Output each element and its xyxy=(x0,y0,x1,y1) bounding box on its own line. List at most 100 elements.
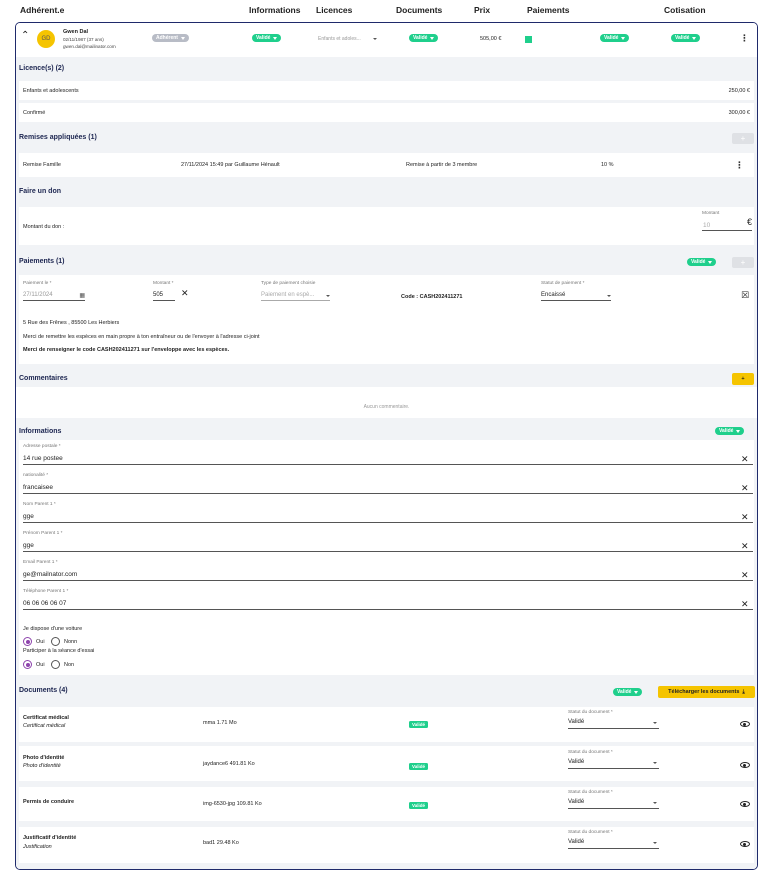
chevron-up-icon[interactable]: ⌃ xyxy=(21,30,30,41)
licence-name: Confirmé xyxy=(23,110,46,116)
payment-card: Paiement le * 27/11/2024 ▦ Montant * 505… xyxy=(19,275,754,364)
document-status-select[interactable]: Validé xyxy=(568,837,659,849)
documents-title: Documents (4) xyxy=(19,687,68,694)
field-value: ge@mailnator.com xyxy=(23,571,78,578)
donation-row: Montant du don : Montant 10 € xyxy=(19,207,754,245)
member-row[interactable]: ⌃ GD Gwen Dal 02/11/1987 (37 ans) gwen.d… xyxy=(16,23,757,57)
download-label: Télécharger les documents xyxy=(668,689,740,695)
parent-firstname-input[interactable]: gge xyxy=(23,539,753,552)
payment-amount-input[interactable]: 505 xyxy=(153,289,175,301)
payment-date-value: 27/11/2024 xyxy=(23,292,53,298)
documents-status-label: Validé xyxy=(617,689,632,695)
chevron-down-icon xyxy=(607,295,611,297)
field-label: Email Parent 1 * xyxy=(23,560,58,565)
licences-select[interactable]: Enfants et adoles... xyxy=(318,36,361,42)
nationality-input[interactable]: francaisee xyxy=(23,481,753,494)
document-badge: Validé xyxy=(409,721,429,728)
col-fee: Cotisation xyxy=(664,5,706,15)
donation-amount-input[interactable]: 10 € xyxy=(702,217,752,231)
member-card: ⌃ GD Gwen Dal 02/11/1987 (37 ans) gwen.d… xyxy=(15,22,758,870)
document-status-select[interactable]: Validé xyxy=(568,757,659,769)
document-file[interactable]: img-6530-jpg 109.81 Ko xyxy=(203,801,262,807)
document-name: Justificatif d'identité xyxy=(23,835,77,841)
address-input[interactable]: 14 rue postee xyxy=(23,452,753,465)
payment-state-select[interactable]: Encaissé xyxy=(541,289,611,301)
discounts-title: Remises appliquées (1) xyxy=(19,134,97,141)
document-status-value: Validé xyxy=(568,839,585,845)
payment-amount-label: Montant * xyxy=(153,281,174,286)
payments-status-dropdown[interactable]: Validé xyxy=(600,34,630,42)
kebab-menu-icon[interactable]: ⋮ xyxy=(740,33,749,43)
car-no-radio[interactable] xyxy=(51,637,60,646)
document-status-value: Validé xyxy=(568,759,585,765)
close-icon[interactable]: ✕ xyxy=(741,483,749,493)
payment-instruction: Merci de remettre les espèces en main pr… xyxy=(23,334,260,340)
car-yes-radio[interactable] xyxy=(23,637,32,646)
field-label: Adresse postale * xyxy=(23,444,61,449)
field-value: gge xyxy=(23,542,34,549)
document-badge: Validé xyxy=(409,763,429,770)
download-documents-button[interactable]: Télécharger les documents ⤓ xyxy=(658,686,755,698)
document-row: Certificat médical Certificat médical mm… xyxy=(19,707,754,742)
payment-instruction-code: Merci de renseigner le code CASH20241127… xyxy=(23,347,230,353)
chevron-down-icon xyxy=(180,36,185,40)
add-payment-button[interactable]: + xyxy=(732,257,754,268)
eye-icon[interactable] xyxy=(740,801,750,807)
field-value: 06 06 06 06 07 xyxy=(23,600,67,607)
info-status-dropdown[interactable]: Validé xyxy=(252,34,282,42)
trial-yes-radio[interactable] xyxy=(23,660,32,669)
role-dropdown[interactable]: Adhérent xyxy=(152,34,189,42)
kebab-menu-icon[interactable]: ⋮ xyxy=(735,160,744,170)
eye-icon[interactable] xyxy=(740,762,750,768)
document-row: Permis de conduire img-6530-jpg 109.81 K… xyxy=(19,787,754,821)
document-file[interactable]: mma 1.71 Mo xyxy=(203,720,237,726)
add-comment-button[interactable]: + xyxy=(732,373,754,385)
close-icon[interactable]: ✕ xyxy=(741,599,749,609)
payment-body: Paiement le * 27/11/2024 ▦ Montant * 505… xyxy=(16,273,757,387)
parent-lastname-input[interactable]: gge xyxy=(23,510,753,523)
document-row: Photo d'identité Photo d'identité jaydan… xyxy=(19,746,754,781)
documents-status-dropdown[interactable]: Validé xyxy=(613,688,643,696)
car-yes-label: Oui xyxy=(36,639,45,645)
payment-date-label: Paiement le * xyxy=(23,281,52,286)
document-file[interactable]: bad1 29.48 Ko xyxy=(203,840,239,846)
payment-type-label: Type de paiement choisie xyxy=(261,281,316,286)
donation-amount-placeholder: 10 xyxy=(703,222,711,229)
close-icon[interactable]: ✕ xyxy=(741,512,749,522)
trial-no-radio[interactable] xyxy=(51,660,60,669)
information-status-dropdown[interactable]: Validé xyxy=(715,427,745,435)
document-file[interactable]: jaydance6 491.81 Ko xyxy=(203,761,255,767)
field-label: Nom Parent 1 * xyxy=(23,502,56,507)
payment-type-select[interactable]: Paiement en espè... xyxy=(261,289,330,301)
payments-section-status[interactable]: Validé xyxy=(687,258,717,266)
eye-icon[interactable] xyxy=(740,841,750,847)
close-icon[interactable]: ✕ xyxy=(741,541,749,551)
add-discount-button[interactable]: + xyxy=(732,133,754,144)
licences-title: Licence(s) (2) xyxy=(19,65,65,72)
payments-section-status-label: Validé xyxy=(691,259,706,265)
fee-status-dropdown[interactable]: Validé xyxy=(671,34,701,42)
eye-icon[interactable] xyxy=(740,721,750,727)
field-label: Téléphone Parent 1 * xyxy=(23,589,69,594)
parent-email-input[interactable]: ge@mailnator.com xyxy=(23,568,753,581)
close-icon[interactable]: ✕ xyxy=(181,288,189,298)
delete-icon[interactable]: ☒ xyxy=(741,290,750,300)
licence-price: 300,00 € xyxy=(728,110,750,116)
member-name: Gwen Dal xyxy=(63,29,89,35)
payment-date-input[interactable]: 27/11/2024 ▦ xyxy=(23,289,85,301)
document-status-select[interactable]: Validé xyxy=(568,797,659,809)
member-birth: 02/11/1987 (37 ans) xyxy=(63,37,104,42)
donation-label: Montant du don : xyxy=(23,224,65,230)
documents-status-dropdown[interactable]: Validé xyxy=(409,34,439,42)
document-status-select[interactable]: Validé xyxy=(568,717,659,729)
comments-body: Aucun commentaire. xyxy=(16,387,757,418)
chevron-down-icon xyxy=(736,429,741,433)
close-icon[interactable]: ✕ xyxy=(741,570,749,580)
licence-row: Enfants et adolescents 250,00 € xyxy=(19,81,754,100)
close-icon[interactable]: ✕ xyxy=(741,454,749,464)
calendar-icon[interactable]: ▦ xyxy=(79,293,85,299)
field-parent-email: Email Parent 1 * ge@mailnator.com ✕ xyxy=(19,556,754,586)
discount-value: 10 % xyxy=(601,162,614,168)
col-price: Prix xyxy=(474,5,491,15)
parent-phone-input[interactable]: 06 06 06 06 07 xyxy=(23,597,753,610)
